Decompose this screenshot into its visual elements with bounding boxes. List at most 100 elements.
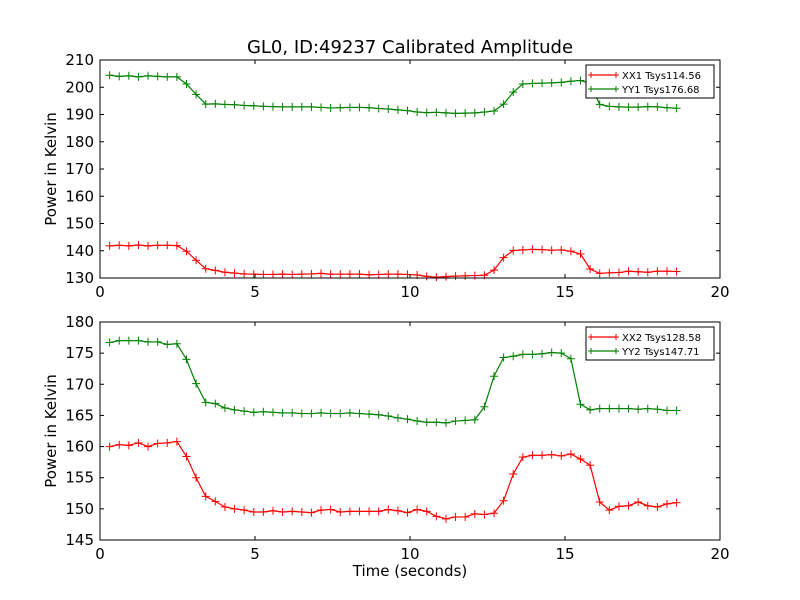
legend-box	[585, 326, 715, 361]
data-point	[614, 102, 623, 111]
x-tick-label: 0	[95, 545, 105, 563]
data-point	[144, 71, 153, 80]
data-point	[172, 339, 181, 348]
data-point	[249, 408, 258, 417]
data-point	[413, 505, 422, 514]
x-tick-label: 15	[555, 283, 574, 301]
data-point	[326, 103, 335, 112]
data-point	[307, 102, 316, 111]
data-point	[586, 265, 595, 274]
data-point	[201, 398, 210, 407]
y-tick-label: 200	[65, 78, 94, 96]
data-point	[509, 246, 518, 255]
data-point	[586, 461, 595, 470]
data-point	[211, 99, 220, 108]
data-point	[557, 349, 566, 358]
data-point	[528, 350, 537, 359]
data-point	[643, 268, 652, 277]
data-point	[595, 269, 604, 278]
data-point	[201, 492, 210, 501]
top-plot: 0 5 10 15 20 130 140 150 160 170 180 190 200 210 Power…	[42, 51, 730, 301]
data-point	[499, 353, 508, 362]
y-axis-label: Power in Kelvin	[42, 374, 60, 488]
data-point	[432, 512, 441, 521]
data-point	[105, 442, 114, 451]
data-point	[480, 402, 489, 411]
data-point	[307, 409, 316, 418]
y-tick-label: 175	[65, 344, 94, 362]
data-point	[124, 441, 133, 450]
data-point	[345, 103, 354, 112]
data-point	[441, 108, 450, 117]
data-point	[634, 103, 643, 112]
data-point	[355, 103, 364, 112]
series-2	[106, 71, 681, 118]
y-tick-label: 170	[65, 375, 94, 393]
bottom-plot: 0 5 10 15 20 145 150 155 160 165 170 175 180 Power in…	[42, 313, 730, 580]
data-point	[653, 102, 662, 111]
legend-marker	[588, 348, 619, 354]
data-point	[182, 247, 191, 256]
data-point	[240, 407, 249, 416]
data-point	[182, 452, 191, 461]
data-point	[451, 512, 460, 521]
data-point	[153, 439, 162, 448]
data-point	[163, 438, 172, 447]
data-point	[422, 418, 431, 427]
data-point	[163, 241, 172, 250]
data-point	[422, 272, 431, 281]
data-point	[518, 350, 527, 359]
y-tick-label: 190	[65, 106, 94, 124]
data-point	[413, 417, 422, 426]
data-point	[595, 100, 604, 109]
data-point	[441, 418, 450, 427]
data-point	[547, 450, 556, 459]
data-point	[480, 510, 489, 519]
data-point	[451, 272, 460, 281]
data-point	[365, 103, 374, 112]
legend: XX1 Tsys114.56 YY1 Tsys176.68	[585, 64, 715, 99]
data-point	[240, 269, 249, 278]
data-point	[557, 451, 566, 460]
data-point	[201, 100, 210, 109]
data-point	[288, 507, 297, 516]
data-point	[192, 473, 201, 482]
legend-marker	[588, 72, 619, 78]
data-point	[211, 266, 220, 275]
data-point	[317, 103, 326, 112]
data-point	[566, 247, 575, 256]
data-point	[432, 273, 441, 282]
data-point	[634, 498, 643, 507]
data-point	[249, 507, 258, 516]
data-point	[259, 507, 268, 516]
data-point	[307, 269, 316, 278]
data-point	[518, 79, 527, 88]
series-line	[109, 340, 677, 424]
data-point	[557, 78, 566, 87]
data-point	[278, 507, 287, 516]
data-point	[230, 269, 239, 278]
data-point	[403, 106, 412, 115]
data-point	[643, 501, 652, 510]
data-point	[288, 408, 297, 417]
data-point	[288, 102, 297, 111]
data-point	[595, 498, 604, 507]
data-point	[672, 498, 681, 507]
data-point	[624, 501, 633, 510]
y-tick-label: 180	[65, 133, 94, 151]
data-point	[461, 512, 470, 521]
data-point	[653, 405, 662, 414]
data-point	[355, 409, 364, 418]
data-point	[662, 406, 671, 415]
legend-marker	[588, 334, 619, 340]
data-point	[499, 253, 508, 262]
y-tick-label: 140	[65, 242, 94, 260]
data-point	[317, 269, 326, 278]
data-point	[144, 241, 153, 250]
data-point	[403, 508, 412, 517]
legend-marker	[588, 86, 619, 92]
data-point	[499, 100, 508, 109]
data-point	[355, 507, 364, 516]
data-point	[182, 79, 191, 88]
